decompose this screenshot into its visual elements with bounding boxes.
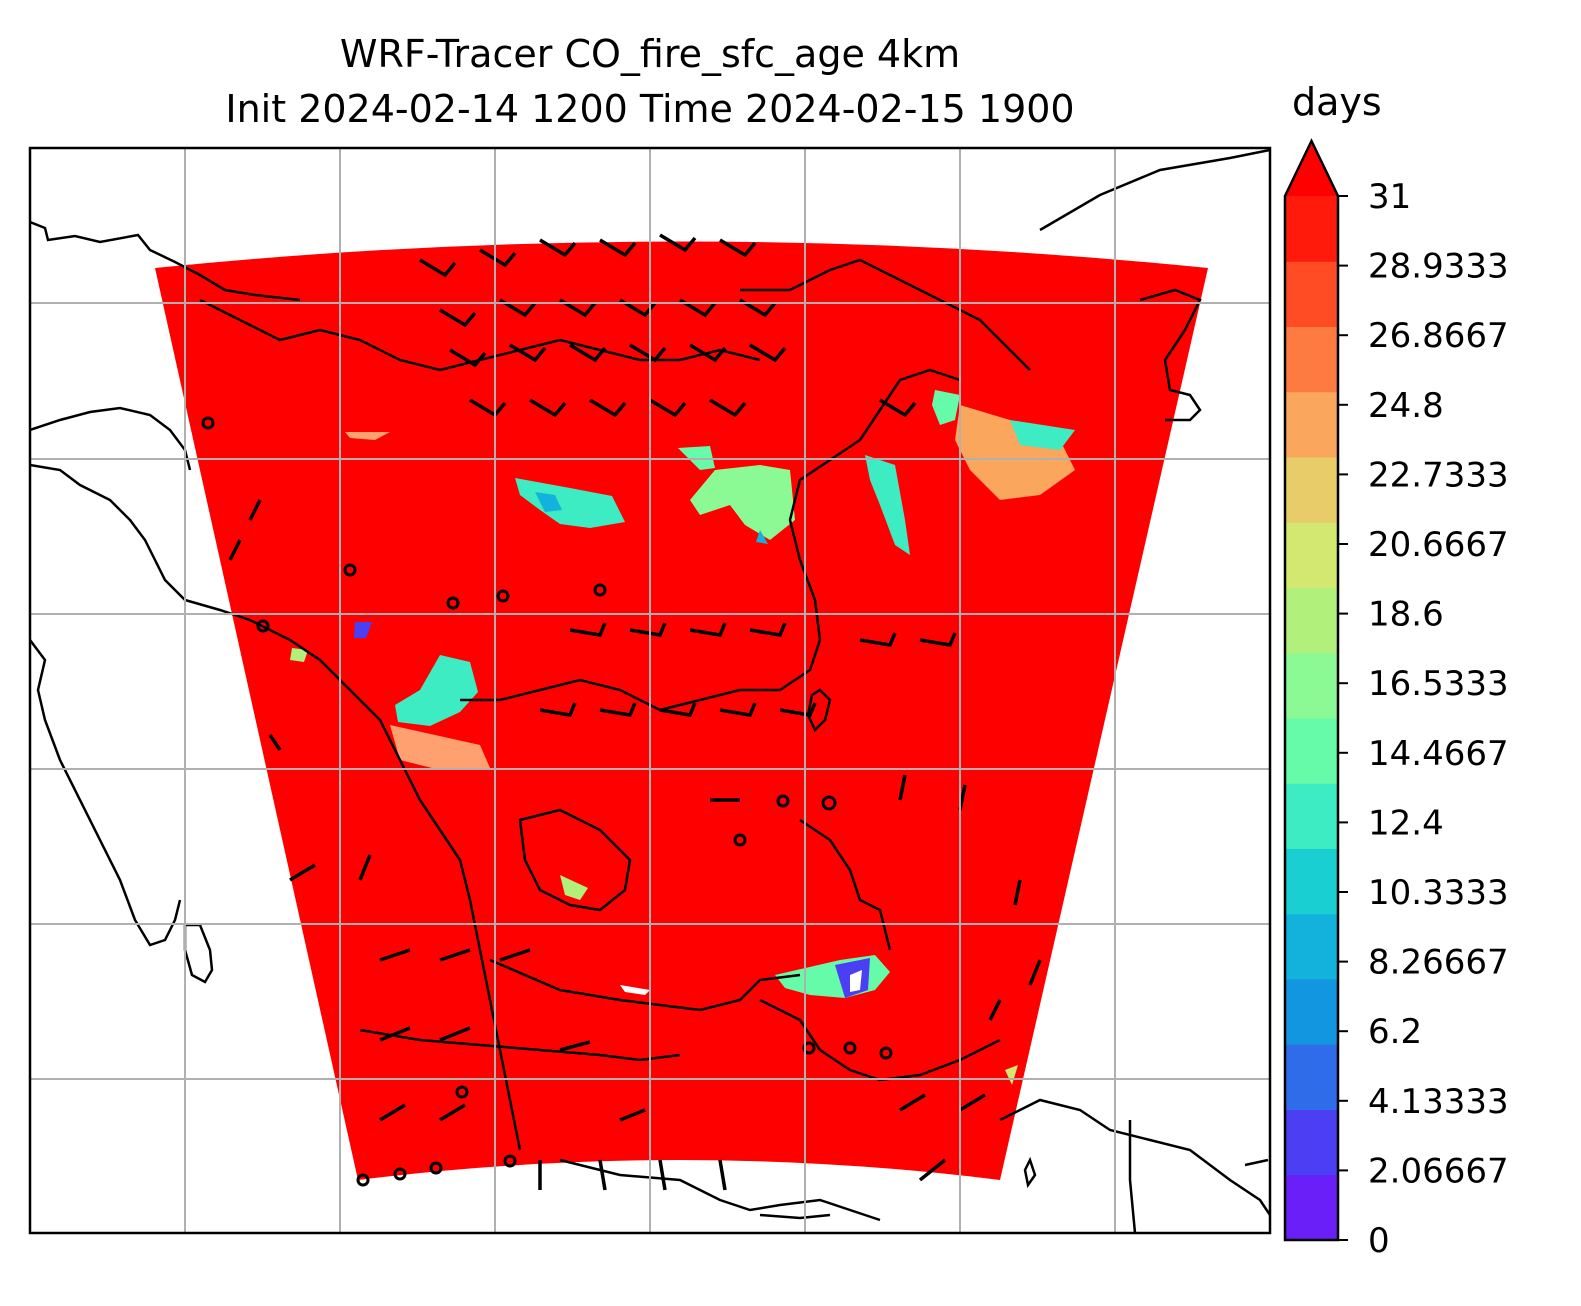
- colorbar-segment: [1285, 848, 1338, 915]
- plot-title-line2: Init 2024-02-14 1200 Time 2024-02-15 190…: [225, 87, 1075, 131]
- colorbar-unit-label: days: [1292, 80, 1382, 124]
- colorbar-segment: [1285, 718, 1338, 784]
- colorbar-tick-label: 4.13333: [1368, 1082, 1509, 1122]
- colorbar-tick-label: 8.26667: [1368, 943, 1509, 983]
- colorbar-segment: [1285, 391, 1338, 458]
- colorbar-tick-label: 26.8667: [1368, 316, 1509, 356]
- colorbar-tick-label: 20.6667: [1368, 525, 1509, 565]
- colorbar-segment: [1285, 979, 1338, 1045]
- colorbar-segment: [1285, 652, 1338, 719]
- colorbar-outline: [1283, 138, 1340, 1242]
- colorbar-tick-label: 2.06667: [1368, 1151, 1509, 1191]
- colorbar: 0 2.06667 4.13333 6.2 8.26667 10.3333 12.4 14.4…: [1283, 138, 1509, 1261]
- colorbar-tick-label: 28.9333: [1368, 247, 1509, 287]
- tracer-plumes: [290, 390, 1075, 1085]
- model-domain-field: [155, 241, 1208, 1180]
- colorbar-tick-label: 18.6: [1368, 595, 1444, 635]
- colorbar-segment: [1285, 522, 1338, 588]
- colorbar-tick-label: 6.2: [1368, 1012, 1422, 1052]
- gridlines: [30, 148, 1270, 1233]
- colorbar-segment: [1285, 587, 1338, 654]
- colorbar-segment: [1285, 1174, 1338, 1241]
- colorbar-segment: [1285, 1109, 1338, 1176]
- colorbar-tick-label: 0: [1368, 1221, 1390, 1261]
- colorbar-tick-label: 16.5333: [1368, 664, 1509, 704]
- map-frame: [28, 146, 1272, 1235]
- colorbar-tick-label: 14.4667: [1368, 734, 1509, 774]
- colorbar-segment: [1285, 196, 1338, 262]
- colorbar-extend-arrow: [1285, 141, 1338, 196]
- calm-wind-circles: [201, 416, 893, 1187]
- colorbar-segment: [1285, 326, 1338, 393]
- colorbar-segment: [1285, 1044, 1338, 1110]
- colorbar-tick-label: 22.7333: [1368, 455, 1509, 495]
- colorbar-segment: [1285, 913, 1338, 980]
- plot-title-line1: WRF-Tracer CO_fire_sfc_age 4km: [339, 32, 961, 76]
- colorbar-tick-label: 24.8: [1368, 386, 1444, 426]
- colorbar-segment: [1285, 783, 1338, 849]
- colorbar-segment: [1285, 457, 1338, 523]
- colorbar-tick-label: 10.3333: [1368, 873, 1509, 913]
- wind-barbs: [228, 233, 1042, 1191]
- colorbar-tick-label: 31: [1368, 177, 1411, 217]
- colorbar-segment: [1285, 261, 1338, 327]
- colorbar-tick-label: 12.4: [1368, 803, 1444, 843]
